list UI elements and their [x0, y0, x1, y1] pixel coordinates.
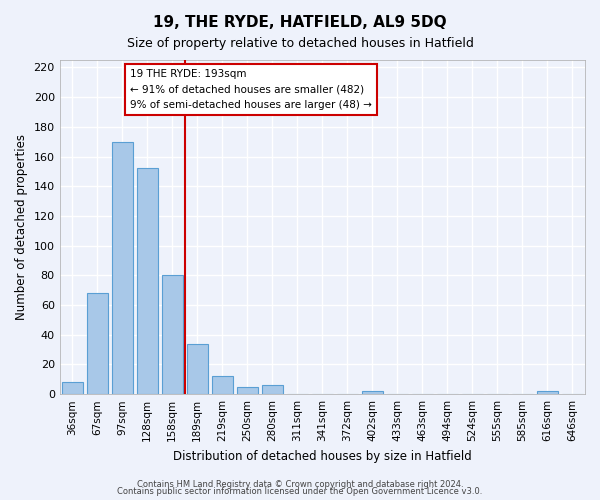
Bar: [236, 387, 258, 394]
Bar: [112, 142, 133, 394]
X-axis label: Distribution of detached houses by size in Hatfield: Distribution of detached houses by size …: [173, 450, 472, 462]
Text: 19, THE RYDE, HATFIELD, AL9 5DQ: 19, THE RYDE, HATFIELD, AL9 5DQ: [153, 15, 447, 30]
Bar: [62, 382, 83, 394]
Bar: [212, 376, 233, 394]
Text: Contains HM Land Registry data © Crown copyright and database right 2024.: Contains HM Land Registry data © Crown c…: [137, 480, 463, 489]
Bar: [362, 391, 383, 394]
Bar: [161, 276, 183, 394]
Text: Size of property relative to detached houses in Hatfield: Size of property relative to detached ho…: [127, 38, 473, 51]
Bar: [537, 391, 558, 394]
Text: Contains public sector information licensed under the Open Government Licence v3: Contains public sector information licen…: [118, 488, 482, 496]
Bar: [86, 293, 108, 394]
Bar: [187, 344, 208, 394]
Y-axis label: Number of detached properties: Number of detached properties: [15, 134, 28, 320]
Bar: [137, 168, 158, 394]
Text: 19 THE RYDE: 193sqm
← 91% of detached houses are smaller (482)
9% of semi-detach: 19 THE RYDE: 193sqm ← 91% of detached ho…: [130, 69, 371, 110]
Bar: [262, 386, 283, 394]
